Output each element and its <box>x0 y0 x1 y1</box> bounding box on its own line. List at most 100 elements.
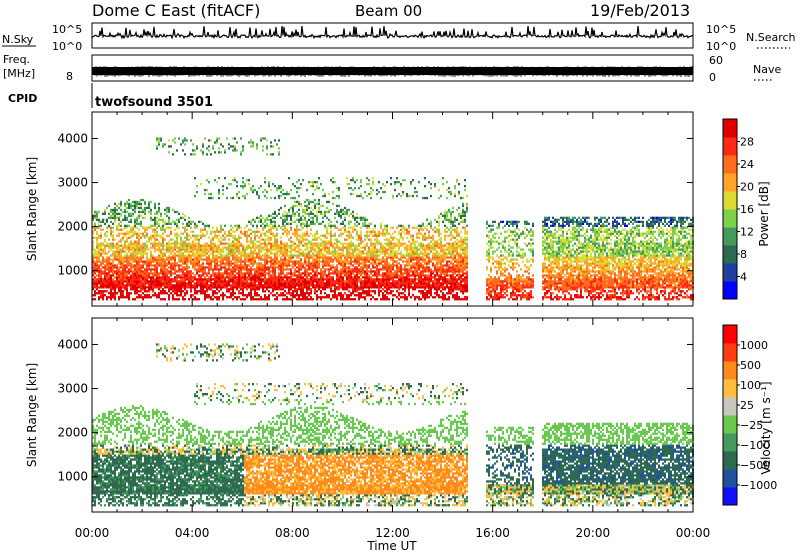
power-cell <box>150 262 152 265</box>
power-cell <box>380 298 382 301</box>
power-cell <box>280 248 282 251</box>
power-cell <box>138 276 140 279</box>
power-cell <box>124 224 126 227</box>
power-cell <box>126 200 128 204</box>
power-cell <box>164 262 166 265</box>
power-cell <box>388 244 390 247</box>
power-cell <box>146 246 148 249</box>
power-cell <box>390 266 392 269</box>
power-cell <box>336 298 338 301</box>
power-cell <box>182 298 184 301</box>
power-cell <box>304 266 306 269</box>
power-cell <box>282 292 284 295</box>
freq-label: Freq. <box>3 53 30 66</box>
power-cell <box>92 284 94 287</box>
power-cell <box>140 286 142 289</box>
power-cell <box>240 274 242 277</box>
power-cell <box>96 264 98 267</box>
power-cell <box>228 264 230 267</box>
power-cell <box>116 254 118 257</box>
power-cell <box>366 270 368 273</box>
power-cell <box>154 274 156 277</box>
power-cell <box>100 260 102 263</box>
power-cell <box>358 248 360 251</box>
power-cell <box>226 256 228 259</box>
power-cell <box>232 234 234 237</box>
power-cell <box>184 282 186 285</box>
power-cell <box>288 238 290 241</box>
power-cell <box>128 268 130 271</box>
power-cell <box>252 185 254 188</box>
power-cell <box>396 274 398 277</box>
power-cell <box>190 274 192 277</box>
power-cell <box>212 238 214 241</box>
power-cell <box>306 208 308 212</box>
power-cell <box>334 254 336 257</box>
power-cell <box>96 214 98 217</box>
power-cell <box>176 282 178 285</box>
power-cell <box>254 230 256 233</box>
power-cell <box>298 274 300 277</box>
power-cell <box>150 286 152 289</box>
power-cell <box>126 238 128 241</box>
power-cell <box>134 206 136 210</box>
power-cell <box>308 218 310 221</box>
power-cell <box>236 266 238 269</box>
power-cell <box>360 274 362 277</box>
power-cell <box>268 228 270 231</box>
power-cell <box>222 228 224 231</box>
power-cell <box>114 206 116 210</box>
power-cell <box>380 196 382 200</box>
power-cell <box>274 244 276 247</box>
power-cell <box>264 188 266 192</box>
power-cell <box>168 266 170 269</box>
power-cell <box>376 250 378 253</box>
power-cell <box>328 252 330 255</box>
power-cell <box>134 252 136 255</box>
power-cell <box>140 224 142 227</box>
power-cell <box>364 274 366 277</box>
power-cell <box>288 268 290 271</box>
power-cell <box>176 274 178 277</box>
power-cell <box>372 188 374 192</box>
power-cell <box>320 238 322 241</box>
power-cell <box>134 210 136 214</box>
nsky-panel: N.Sky 10^5 10^0 10^5 10^0 N.Search <box>2 22 796 53</box>
power-cell <box>312 274 314 277</box>
power-cell <box>328 232 330 235</box>
power-cell <box>318 242 320 245</box>
power-cell <box>384 284 386 287</box>
power-cell <box>162 288 164 291</box>
power-cell <box>284 298 286 301</box>
power-cell <box>128 276 130 279</box>
power-cell <box>312 254 314 257</box>
power-cell <box>232 226 234 229</box>
power-cell <box>200 254 202 257</box>
power-cell <box>292 183 294 186</box>
power-cell <box>244 286 246 289</box>
power-cell <box>268 236 270 239</box>
power-cell <box>102 292 104 295</box>
power-cell <box>156 244 158 247</box>
power-cell <box>212 252 214 255</box>
power-cell <box>298 240 300 243</box>
power-cell <box>188 258 190 261</box>
power-cell <box>108 226 110 229</box>
power-cell <box>332 278 334 281</box>
power-cell <box>362 252 364 255</box>
power-cell <box>164 280 166 283</box>
power-cell <box>166 268 168 271</box>
power-cell <box>126 294 128 297</box>
power-cell <box>106 242 108 245</box>
power-cell <box>180 280 182 283</box>
power-cell <box>148 260 150 263</box>
power-cell <box>144 286 146 289</box>
power-cell <box>234 179 236 182</box>
power-cell <box>342 232 344 235</box>
power-cell <box>256 292 258 295</box>
power-cell <box>242 282 244 285</box>
power-cell <box>120 272 122 275</box>
power-cell <box>274 236 276 239</box>
power-cell <box>392 252 394 255</box>
power-cell <box>170 232 172 235</box>
